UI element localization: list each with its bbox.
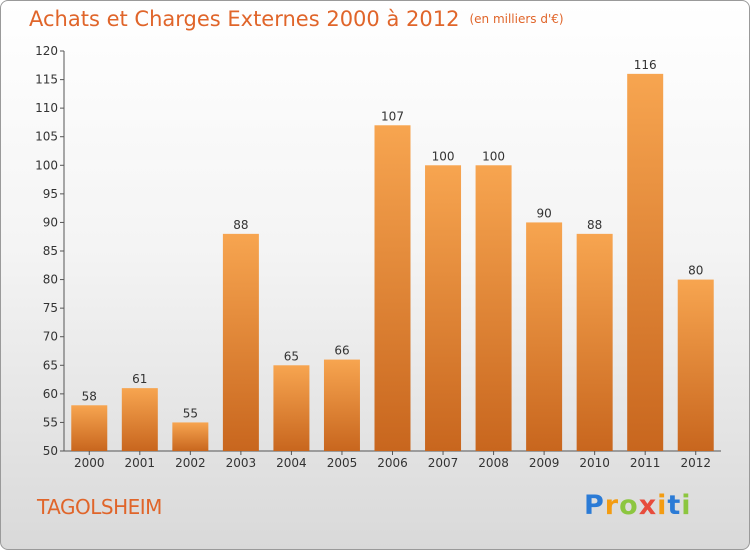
- x-tick-label: 2000: [74, 456, 105, 470]
- y-tick-label: 55: [43, 415, 58, 429]
- bar: [121, 388, 158, 451]
- bar: [627, 73, 664, 451]
- y-tick-label: 60: [43, 387, 58, 401]
- logo-letter: t: [667, 490, 682, 521]
- y-tick-label: 95: [43, 187, 58, 201]
- y-tick-label: 50: [43, 444, 58, 458]
- x-tick-label: 2003: [226, 456, 257, 470]
- bar: [526, 222, 563, 451]
- bar: [677, 279, 714, 451]
- bar-value-label: 100: [432, 149, 455, 163]
- y-tick-label: 120: [35, 44, 58, 58]
- x-tick-label: 2005: [327, 456, 358, 470]
- y-tick-label: 115: [35, 73, 58, 87]
- bar: [71, 405, 108, 451]
- y-tick-label: 105: [35, 130, 58, 144]
- x-tick-label: 2009: [529, 456, 560, 470]
- x-tick-label: 2001: [125, 456, 156, 470]
- x-tick-label: 2010: [579, 456, 610, 470]
- logo-letter: o: [619, 490, 639, 521]
- bar-value-label: 88: [587, 218, 602, 232]
- chart-title-text: Achats et Charges Externes 2000 à 2012: [29, 7, 460, 31]
- bar: [374, 125, 411, 452]
- bar-value-label: 55: [183, 406, 198, 420]
- logo-letter: P: [584, 490, 605, 521]
- logo-letter: i: [657, 490, 668, 521]
- chart-unit: (en milliers d'€): [469, 12, 564, 26]
- bar: [323, 359, 360, 451]
- x-tick-label: 2002: [175, 456, 206, 470]
- logo-letter: i: [681, 490, 692, 521]
- bar-value-label: 116: [634, 58, 657, 72]
- bar-value-label: 90: [536, 206, 551, 220]
- x-tick-label: 2007: [428, 456, 459, 470]
- bar-value-label: 66: [334, 344, 349, 358]
- x-tick-label: 2004: [276, 456, 307, 470]
- proxiti-logo: Proxiti: [584, 490, 692, 521]
- y-tick-label: 80: [43, 273, 58, 287]
- y-tick-label: 90: [43, 215, 58, 229]
- bar: [576, 233, 613, 451]
- x-tick-label: 2011: [630, 456, 661, 470]
- commune-name: TAGOLSHEIM: [37, 495, 162, 519]
- bar-value-label: 58: [82, 389, 97, 403]
- bar: [475, 165, 512, 452]
- y-tick-label: 70: [43, 330, 58, 344]
- bar: [172, 422, 209, 451]
- y-tick-label: 75: [43, 301, 58, 315]
- chart-title: Achats et Charges Externes 2000 à 2012 (e…: [29, 7, 564, 31]
- logo-letter: r: [604, 490, 620, 521]
- y-tick-label: 100: [35, 158, 58, 172]
- x-tick-label: 2006: [377, 456, 408, 470]
- bar-value-label: 100: [482, 149, 505, 163]
- bar: [222, 233, 259, 451]
- bar: [273, 365, 310, 451]
- y-tick-label: 110: [35, 101, 58, 115]
- bar-value-label: 88: [233, 218, 248, 232]
- x-tick-label: 2008: [478, 456, 509, 470]
- y-tick-label: 85: [43, 244, 58, 258]
- bar-value-label: 65: [284, 349, 299, 363]
- bar-value-label: 107: [381, 109, 404, 123]
- logo-letter: x: [638, 490, 658, 521]
- bar-value-label: 80: [688, 264, 703, 278]
- x-tick-label: 2012: [680, 456, 711, 470]
- bar-value-label: 61: [132, 372, 147, 386]
- y-tick-label: 65: [43, 358, 58, 372]
- bar: [425, 165, 462, 452]
